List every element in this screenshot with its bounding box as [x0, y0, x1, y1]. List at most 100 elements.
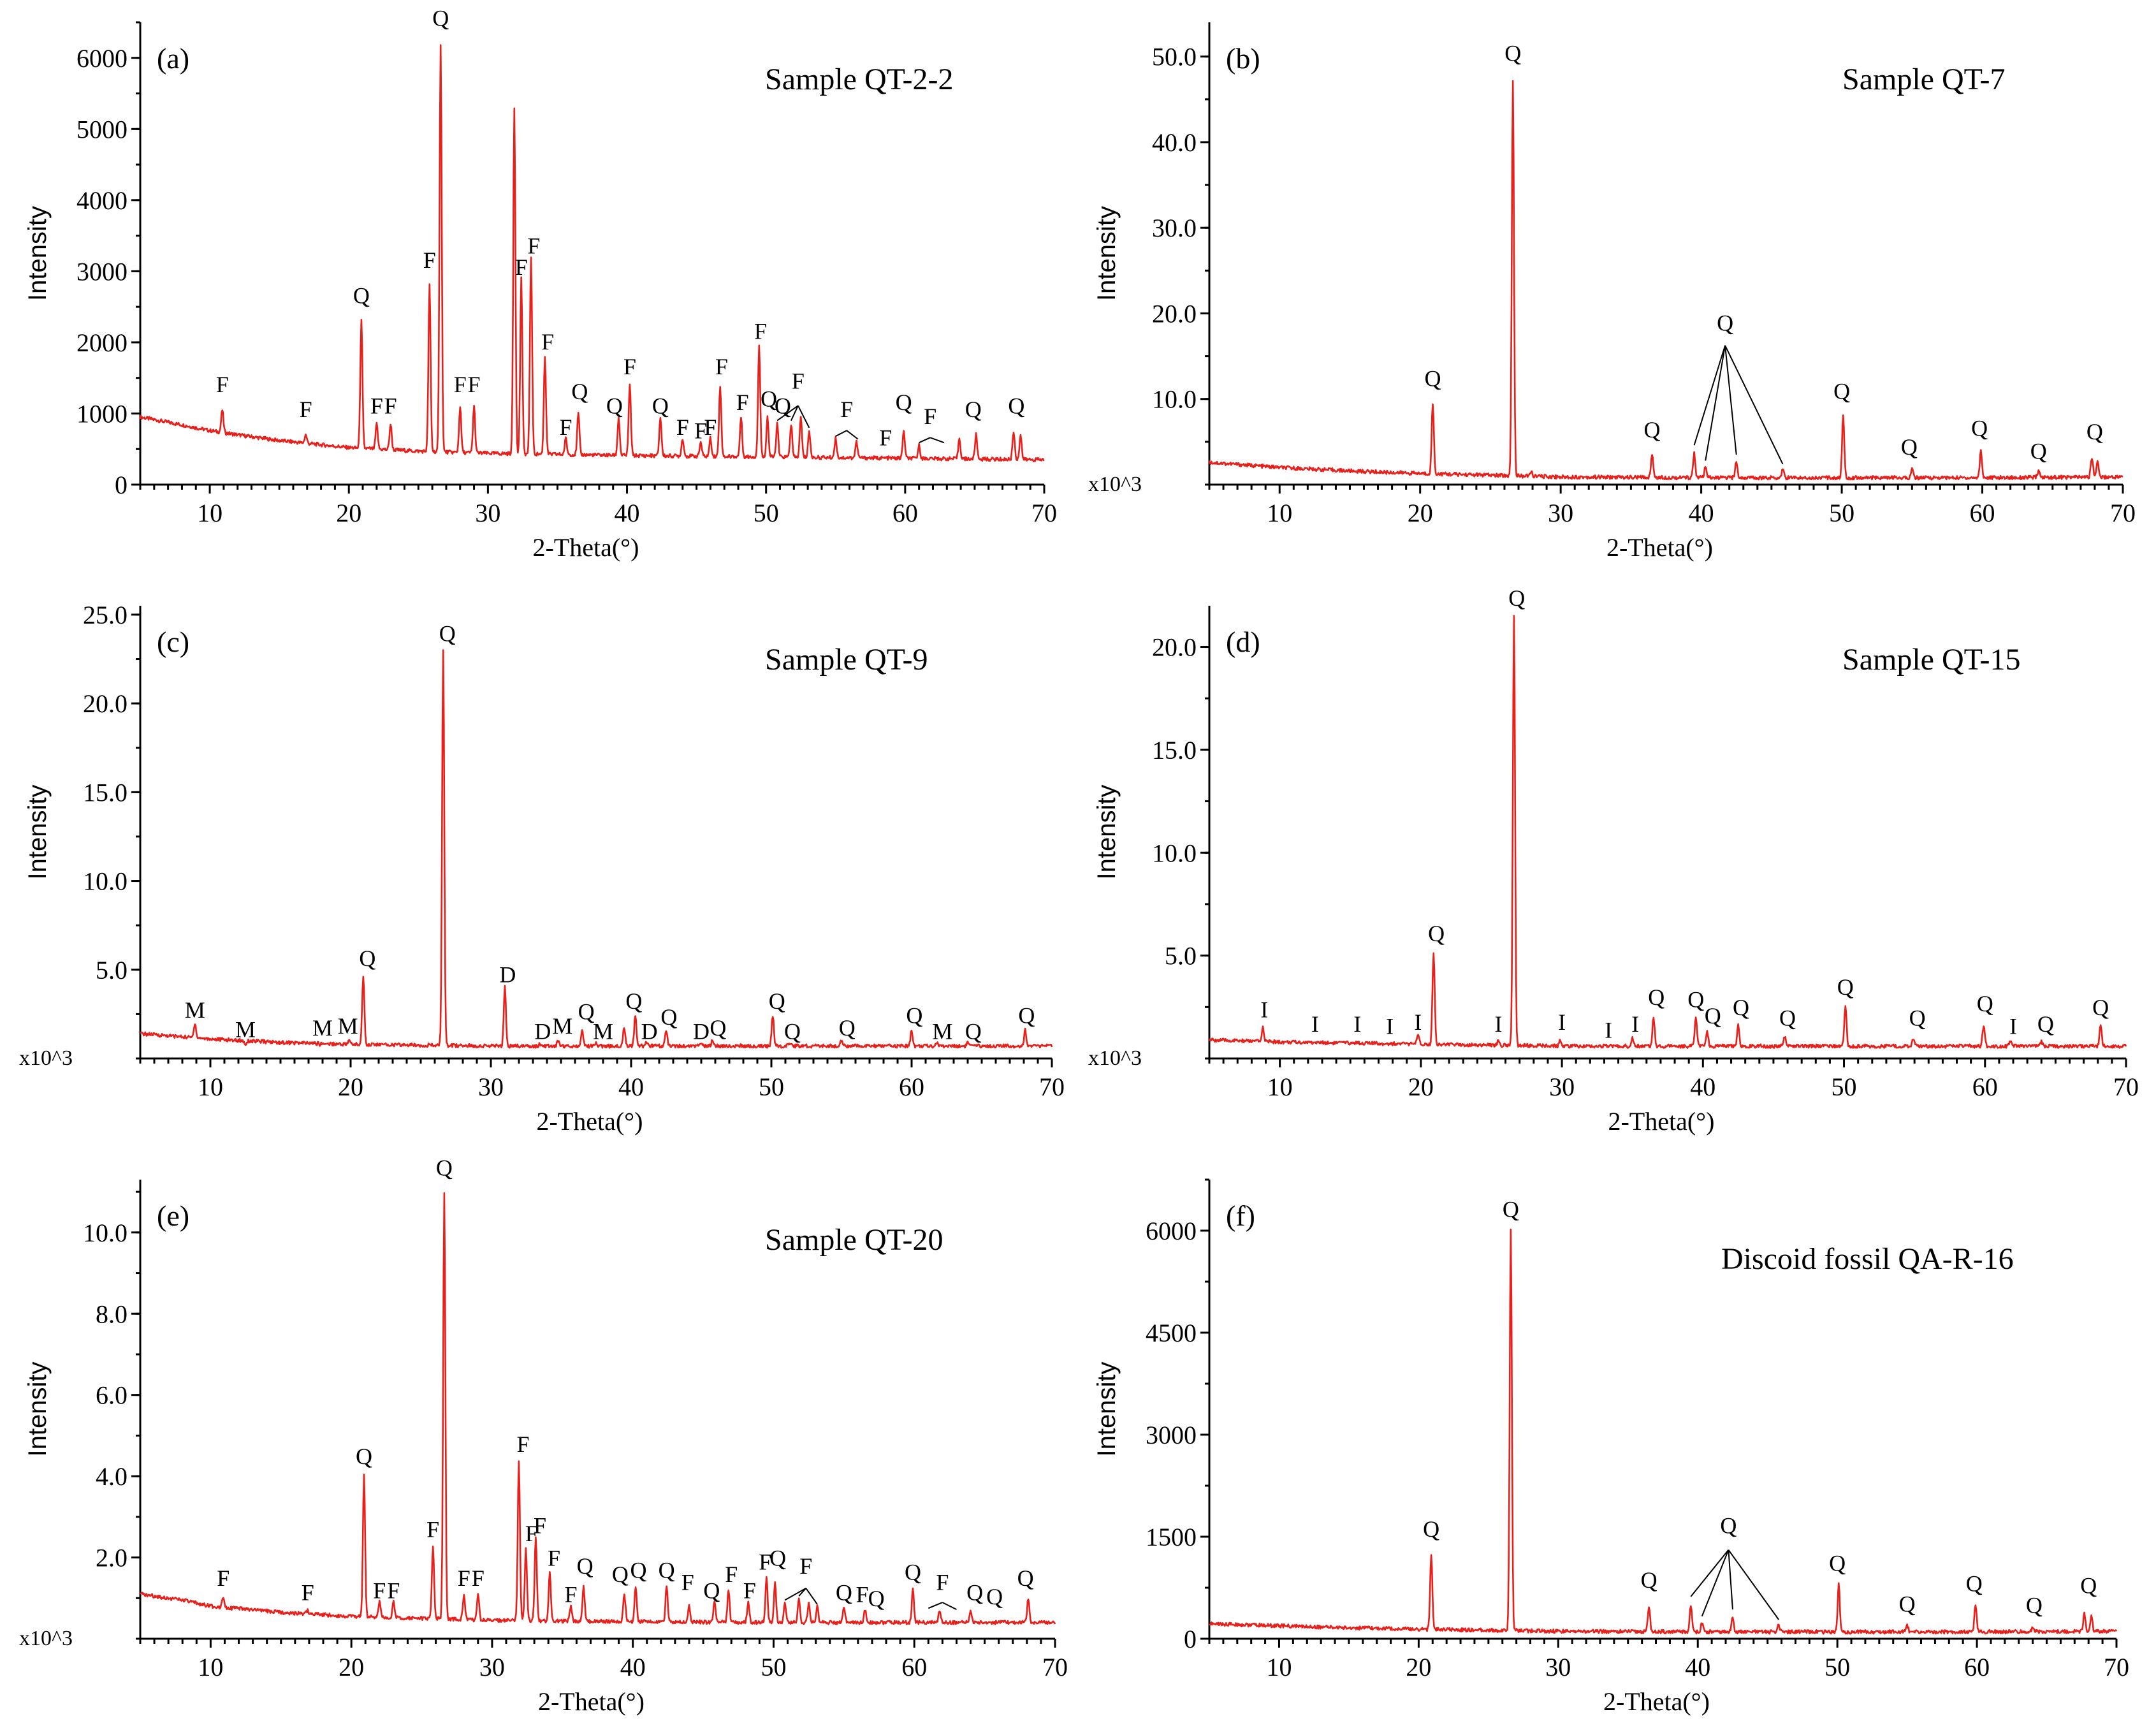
peak-label: M	[312, 1015, 333, 1041]
sample-title: Sample QT-15	[1842, 643, 2021, 677]
peak-label: Q	[1428, 921, 1445, 946]
leader-line	[928, 1602, 943, 1609]
x-tick-label: 10	[197, 499, 222, 527]
peak-label: F	[879, 425, 892, 451]
peak-label: M	[235, 1017, 256, 1043]
x-tick-label: 60	[1972, 1073, 1998, 1101]
panel-c: 10 20 30 40 50 60 70 2-Theta(°) 5.0 10.0 15.0 20.0 2…	[19, 601, 1065, 1136]
y-axis-title: Intensity	[1093, 1362, 1121, 1457]
y-tick-label: 20.0	[1152, 299, 1197, 328]
peak-label: Q	[1977, 991, 1993, 1016]
peak-label: F	[799, 1553, 812, 1579]
x-tick-label: 50	[1829, 499, 1854, 527]
y-axis-title: Intensity	[24, 206, 52, 301]
peak-label: Q	[1008, 393, 1024, 418]
peak-label: I	[1260, 997, 1268, 1022]
y-tick-label: 1500	[1146, 1523, 1197, 1551]
peak-label: F	[681, 1570, 694, 1595]
peak-label: Q	[1733, 995, 1749, 1020]
x-tick-label: 60	[1964, 1653, 1990, 1681]
x-tick-label: 30	[1549, 1073, 1575, 1101]
peak-label: Q	[1899, 1591, 1916, 1616]
leader-line	[1724, 345, 1784, 465]
peak-label: F	[426, 1517, 439, 1542]
x-tick-label: 20	[336, 499, 361, 527]
leader-line	[790, 405, 799, 421]
leader-line	[784, 1587, 806, 1601]
peak-label: Q	[761, 386, 777, 411]
leader-line	[1701, 1549, 1730, 1617]
x-axis-title: 2-Theta(°)	[1608, 1107, 1714, 1136]
peak-label: Q	[1504, 40, 1521, 66]
sample-title: Sample QT-9	[765, 643, 928, 677]
peak-label: F	[216, 372, 229, 397]
panel-e: 10 20 30 40 50 60 70 2-Theta(°) 2.0 4.0 6.0 8.0 10.0…	[19, 1155, 1068, 1716]
x-tick-label: 20	[339, 1653, 364, 1681]
peak-label: F	[694, 418, 707, 444]
leader-line	[776, 405, 799, 421]
peak-label: Q	[710, 1015, 726, 1041]
xrd-trace	[1208, 615, 2127, 1049]
y-axis-title: Intensity	[24, 1362, 52, 1457]
peak-label: I	[1631, 1011, 1639, 1037]
peak-label: F	[560, 414, 572, 440]
x-tick-label: 50	[759, 1073, 784, 1101]
peak-label: Q	[1833, 379, 1850, 404]
x-axis-title: 2-Theta(°)	[1606, 533, 1713, 562]
peak-label: D	[693, 1018, 710, 1044]
sample-title: Discoid fossil QA-R-16	[1721, 1242, 2014, 1276]
panel-d: 10 20 30 40 50 60 70 2-Theta(°) 5.0 10.0 15.0 20.0 I…	[1088, 585, 2139, 1136]
x-tick-label: 70	[1039, 1073, 1065, 1101]
x-tick-label: 50	[754, 499, 779, 527]
peak-label: F	[792, 368, 805, 393]
panel-label: (e)	[157, 1199, 189, 1232]
y-tick-label: 2.0	[96, 1544, 127, 1572]
axis-multiplier: x10^3	[1088, 472, 1142, 496]
peak-label: D	[534, 1018, 551, 1044]
leader-line	[1693, 345, 1726, 446]
x-tick-label: 30	[1548, 499, 1573, 527]
x-tick-label: 30	[479, 1653, 505, 1681]
y-tick-label: 10.0	[83, 867, 127, 896]
panel-label: (b)	[1226, 42, 1260, 75]
peak-label: Q	[353, 283, 370, 309]
peak-label: D	[499, 962, 516, 987]
xrd-trace	[139, 44, 1045, 462]
x-tick-label: 20	[338, 1073, 363, 1101]
peak-label: Q	[1971, 415, 1988, 441]
peak-label: F	[527, 233, 540, 259]
peak-label: Q	[1017, 1565, 1034, 1591]
peak-label: F	[516, 1431, 529, 1457]
peak-label: F	[515, 254, 528, 280]
x-tick-label: 70	[1042, 1653, 1068, 1681]
peak-label: F	[754, 318, 767, 344]
peak-label: F	[384, 393, 397, 418]
peak-label: Q	[905, 1560, 921, 1585]
peak-label: Q	[578, 999, 595, 1025]
peak-label: M	[593, 1018, 613, 1044]
peak-label: Q	[1643, 417, 1660, 443]
peak-label: Q	[986, 1584, 1003, 1609]
peak-label: F	[387, 1578, 400, 1603]
panel-label: (a)	[157, 42, 189, 75]
x-tick-label: 60	[1970, 499, 1995, 527]
y-tick-label: 10.0	[1152, 838, 1197, 867]
x-tick-label: 40	[620, 1653, 646, 1681]
y-tick-label: 8.0	[96, 1300, 127, 1328]
peak-label: Q	[775, 393, 791, 418]
peak-label: Q	[2080, 1573, 2097, 1599]
peak-label: I	[1353, 1011, 1361, 1037]
axis-multiplier: x10^3	[19, 1627, 73, 1650]
y-tick-label: 10.0	[83, 1219, 127, 1247]
y-tick-label: 10.0	[1152, 385, 1197, 414]
x-tick-label: 10	[1267, 499, 1292, 527]
x-tick-label: 50	[761, 1653, 786, 1681]
peak-label: Q	[1909, 1005, 1926, 1030]
peak-label: Q	[1966, 1571, 1983, 1596]
peak-label: F	[468, 372, 481, 397]
peak-label: F	[743, 1578, 756, 1603]
x-tick-label: 70	[2113, 1073, 2139, 1101]
peak-label: Q	[577, 1553, 594, 1579]
y-tick-label: 1000	[76, 399, 127, 428]
y-tick-label: 40.0	[1152, 128, 1197, 157]
